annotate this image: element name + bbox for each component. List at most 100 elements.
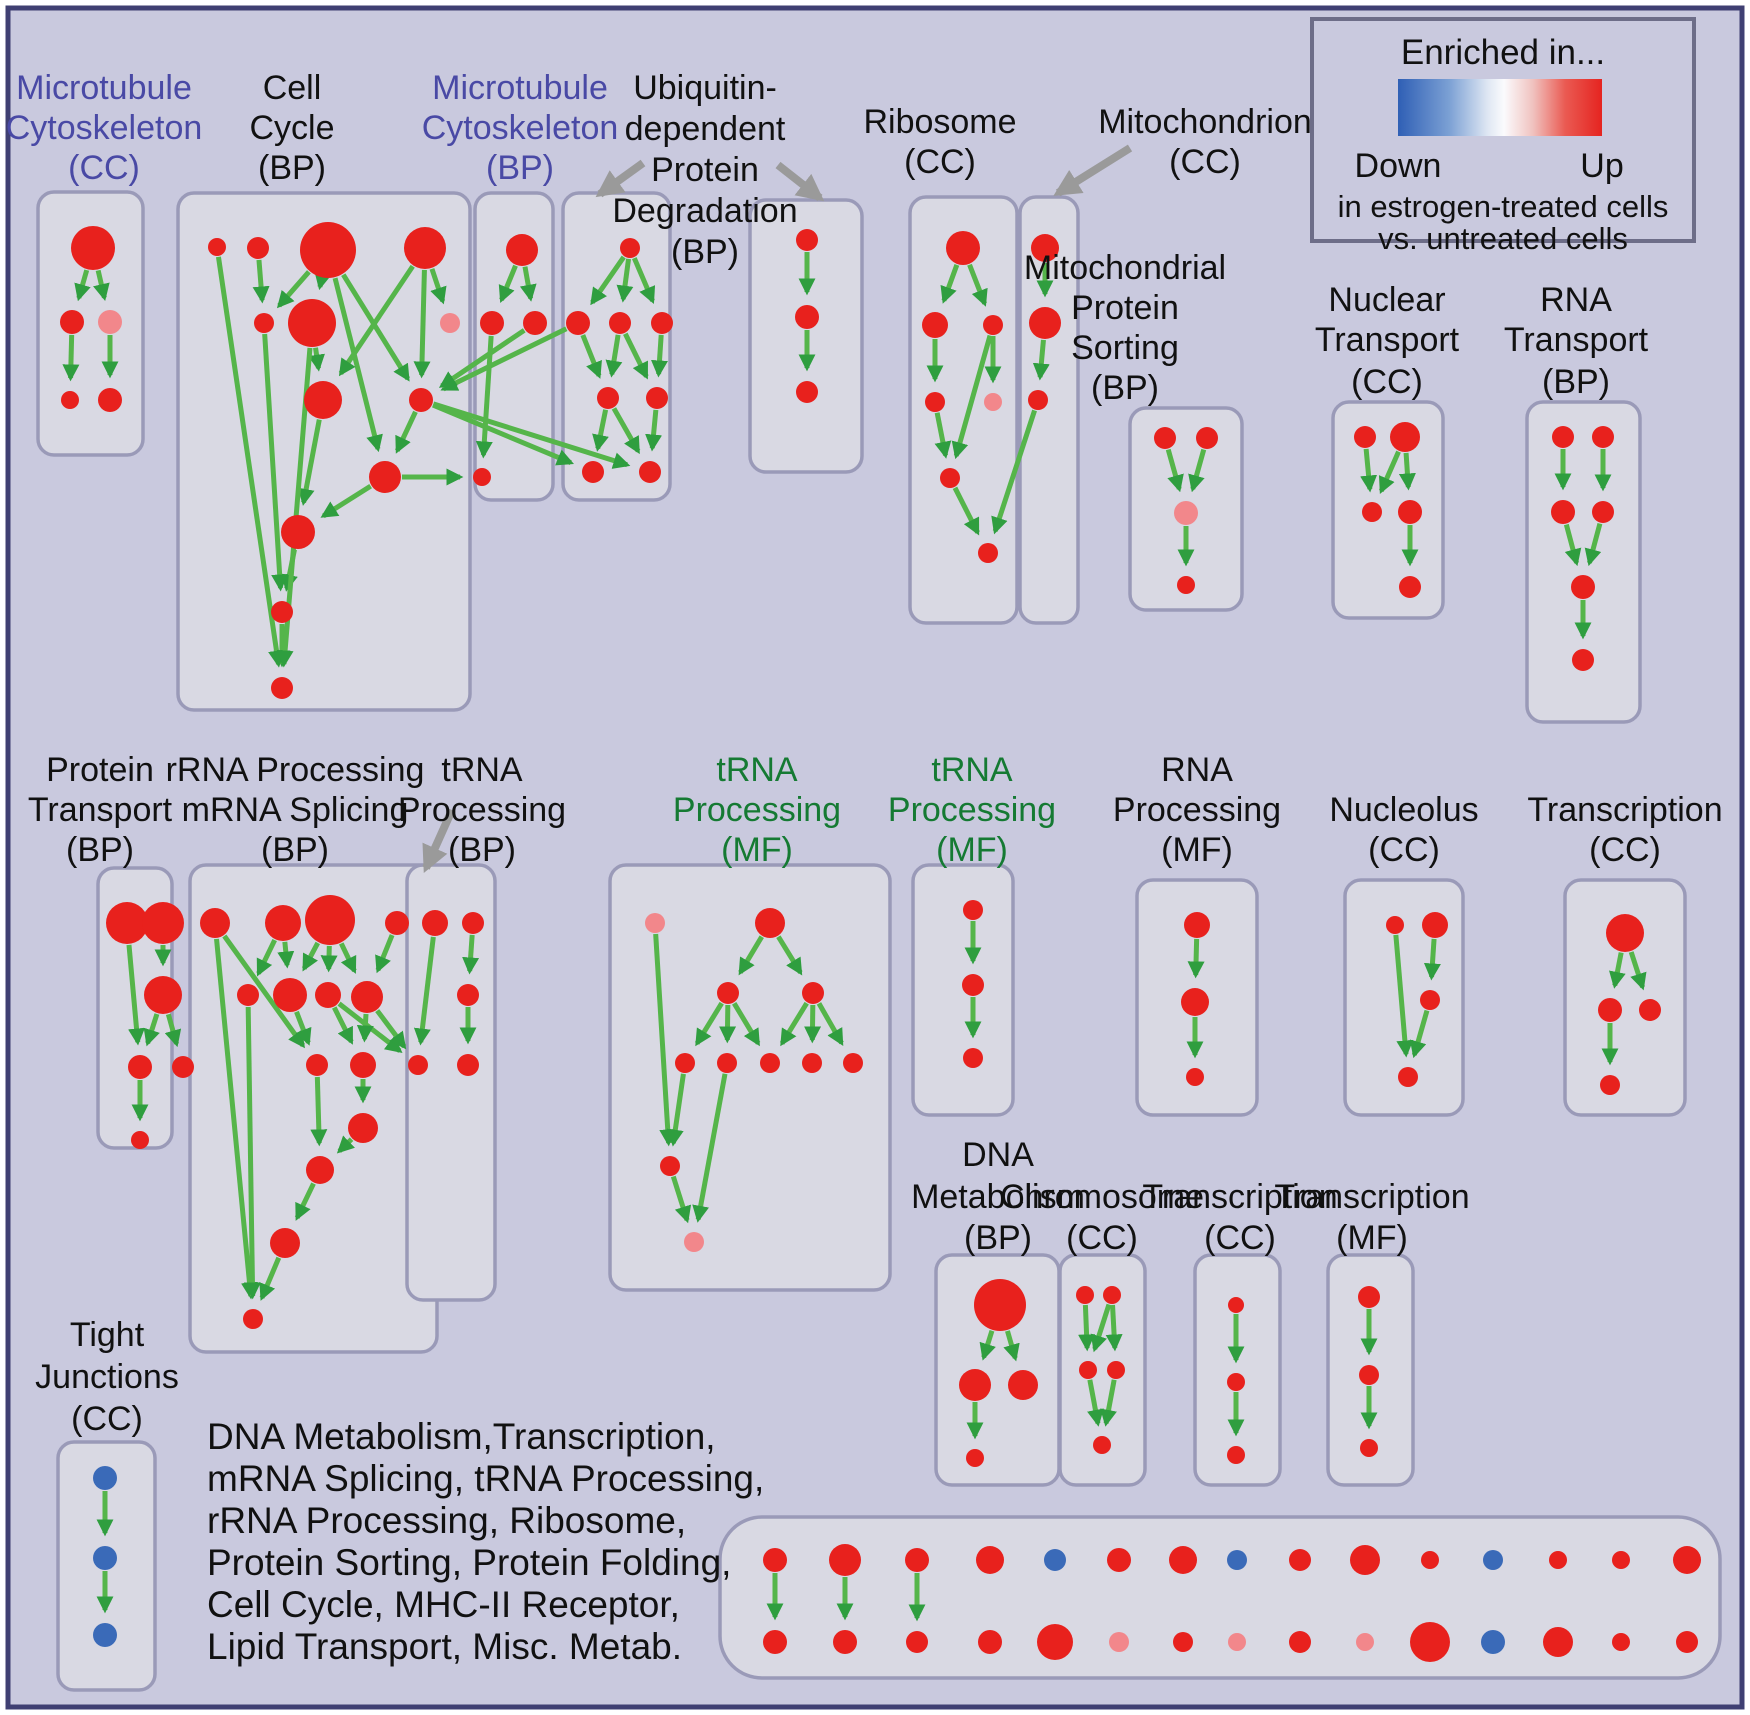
- go-term-node: [1174, 501, 1198, 525]
- go-edge: [940, 264, 960, 304]
- group-label-trna-processing-bp-line3: (BP): [448, 831, 516, 869]
- go-term-node: [1399, 576, 1421, 598]
- misc-text-line: Cell Cycle, MHC-II Receptor,: [207, 1584, 680, 1625]
- go-term-node: [440, 313, 460, 333]
- go-edge: [74, 269, 91, 302]
- go-term-node: [1173, 1632, 1193, 1652]
- go-term-node: [963, 1048, 983, 1068]
- group-label-ribosome-cc-line2: (CC): [904, 143, 976, 181]
- go-edge: [62, 334, 80, 382]
- go-edge: [1105, 1304, 1123, 1352]
- go-edge: [816, 1002, 844, 1046]
- go-term-node: [978, 543, 998, 563]
- go-term-node: [1552, 426, 1574, 448]
- go-edge: [1090, 1303, 1112, 1353]
- go-term-node: [1481, 1630, 1505, 1654]
- misc-text-line: Lipid Transport, Misc. Metab.: [207, 1626, 683, 1667]
- go-term-node: [254, 313, 274, 333]
- go-term-node: [566, 311, 590, 335]
- group-box-shared-terms: [718, 1515, 1722, 1680]
- go-edge: [1165, 448, 1184, 493]
- go-term-node: [1612, 1551, 1630, 1569]
- go-edge: [143, 1013, 160, 1047]
- legend-gradient-bar: [1398, 79, 1602, 136]
- go-term-node: [940, 468, 960, 488]
- go-term-node: [925, 392, 945, 412]
- go-edge: [222, 934, 306, 1049]
- group-label-mitochondrion-cc-line1: Mitochondrion: [1098, 103, 1312, 141]
- go-term-node: [93, 1546, 117, 1570]
- go-edge: [645, 409, 663, 452]
- group-label-dna-metabolism-line2: Metabolism: [911, 1178, 1085, 1216]
- group-label-protein-transport-line1: Protein: [46, 751, 154, 789]
- cross-box-edge: [991, 409, 1037, 535]
- group-box-nucleolus-cc: [1343, 878, 1465, 1117]
- group-label-nuclear-transport-line1: Nuclear: [1328, 281, 1446, 319]
- go-term-node: [645, 913, 665, 933]
- go-edge: [779, 1001, 809, 1047]
- group-box-cell-cycle: [176, 191, 472, 712]
- legend-subtitle-2: vs. untreated cells: [1378, 221, 1628, 256]
- go-term-node: [959, 1369, 991, 1401]
- go-term-node: [763, 1548, 787, 1572]
- go-term-node: [1196, 427, 1218, 449]
- group-label-transcription-mf-line2: (MF): [1336, 1219, 1408, 1257]
- go-term-node: [71, 226, 115, 270]
- go-term-node: [582, 461, 604, 483]
- group-label-nucleolus-cc-line2: (CC): [1368, 831, 1440, 869]
- go-term-node: [106, 902, 148, 944]
- go-term-node: [1612, 1633, 1630, 1651]
- go-term-node: [717, 1053, 737, 1073]
- go-term-node: [409, 388, 433, 412]
- go-edge: [804, 1004, 822, 1044]
- go-edge: [314, 271, 332, 291]
- group-label-rna-transport-line1: RNA: [1540, 281, 1612, 319]
- go-term-node: [974, 1279, 1026, 1331]
- go-term-node: [98, 310, 122, 334]
- go-term-node: [271, 601, 293, 623]
- go-edge: [338, 264, 415, 377]
- go-term-node: [1227, 1373, 1245, 1391]
- go-edge: [341, 273, 410, 382]
- cross-box-edge: [440, 326, 568, 392]
- go-term-node: [651, 312, 673, 334]
- go-term-node: [404, 227, 446, 269]
- go-term-node: [1028, 390, 1048, 410]
- go-term-node: [646, 387, 668, 409]
- go-term-node: [1386, 916, 1404, 934]
- go-term-node: [1184, 912, 1210, 938]
- group-box-mitochondrion-cc: [1018, 195, 1080, 625]
- go-term-node: [457, 984, 479, 1006]
- go-edge: [1563, 523, 1582, 567]
- group-label-dna-metabolism-line3: (BP): [964, 1219, 1032, 1257]
- go-term-node: [351, 981, 383, 1013]
- annotation-arrow: [595, 159, 646, 198]
- go-term-node: [60, 310, 84, 334]
- go-edge: [1409, 1009, 1430, 1059]
- go-edge: [1003, 1330, 1020, 1362]
- group-box-transcription-cc-lower: [1193, 1253, 1282, 1487]
- go-term-node: [833, 1630, 857, 1654]
- group-label-transcription-cc-upper-line2: (CC): [1589, 831, 1661, 869]
- group-label-mito-protein-sorting-line1: Mitochondrial: [1023, 249, 1227, 287]
- misc-text-line: Protein Sorting, Protein Folding,: [207, 1542, 732, 1583]
- go-edge: [1087, 1379, 1104, 1427]
- go-edge: [475, 335, 494, 459]
- group-label-mito-protein-sorting-line4: (BP): [1091, 369, 1159, 407]
- go-term-node: [131, 1131, 149, 1149]
- go-edge: [93, 269, 110, 301]
- go-term-node: [796, 381, 818, 403]
- go-term-node: [243, 1309, 263, 1329]
- group-label-mitochondrion-cc-line2: (CC): [1169, 143, 1241, 181]
- go-term-node: [1551, 500, 1575, 524]
- go-edge: [1628, 951, 1647, 991]
- go-term-node: [1571, 575, 1595, 599]
- go-term-node: [1154, 427, 1176, 449]
- go-term-node: [61, 391, 79, 409]
- go-edge: [732, 1002, 761, 1047]
- go-edge: [252, 259, 270, 304]
- go-term-node: [305, 895, 355, 945]
- group-label-tight-junctions-line1: Tight: [69, 1316, 145, 1354]
- go-edge: [605, 334, 623, 378]
- go-term-node: [1420, 990, 1440, 1010]
